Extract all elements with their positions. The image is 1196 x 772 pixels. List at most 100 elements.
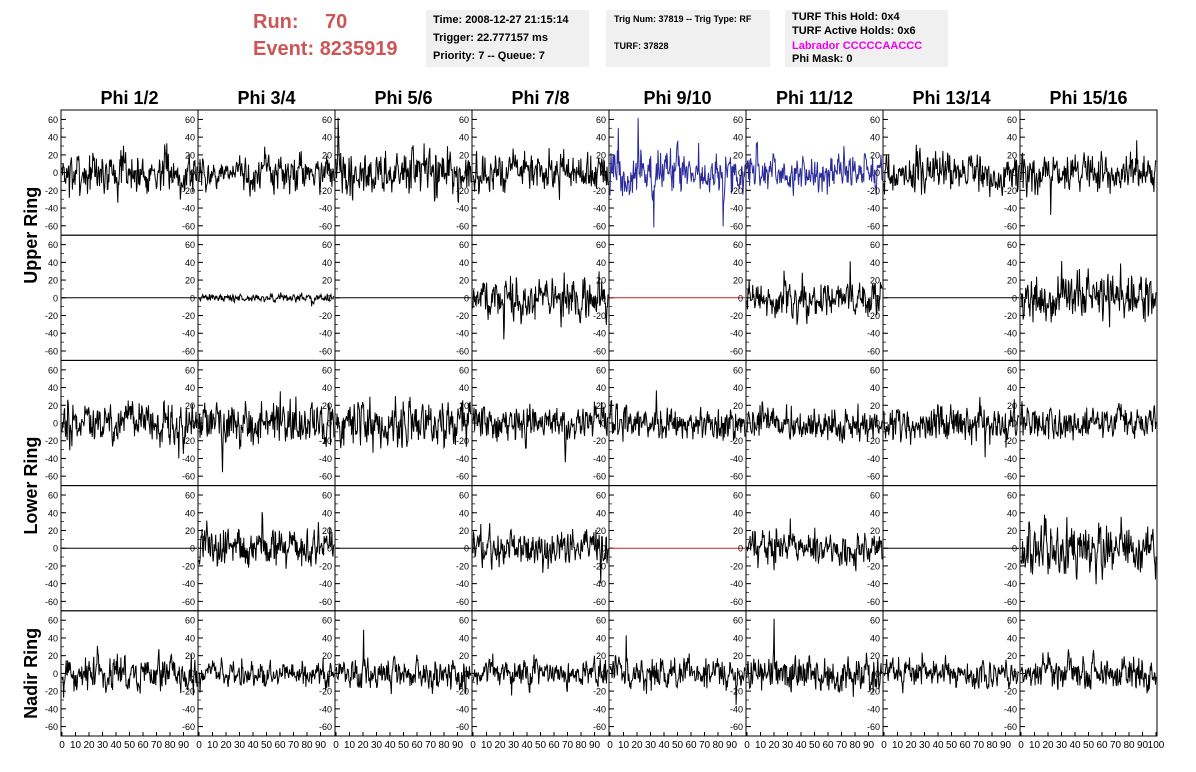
- x-tick-label: 0: [196, 740, 202, 751]
- y-tick-label: -60: [456, 597, 469, 607]
- y-tick-label: -40: [730, 329, 743, 339]
- x-tick-label: 50: [398, 740, 410, 751]
- column-header: Phi 13/14: [912, 88, 990, 108]
- y-tick-label: 60: [596, 491, 606, 501]
- y-tick-label: 40: [459, 258, 469, 268]
- waveform-trace: [1020, 260, 1157, 328]
- y-tick-label: 20: [459, 276, 469, 286]
- y-tick-label: 20: [870, 401, 880, 411]
- y-tick-label: -20: [593, 561, 606, 571]
- x-tick-label: 30: [371, 740, 383, 751]
- column-header: Phi 3/4: [237, 88, 295, 108]
- x-tick-label: 80: [849, 740, 861, 751]
- x-tick-label: 80: [712, 740, 724, 751]
- y-tick-label: 0: [738, 669, 743, 679]
- x-tick-label: 0: [1018, 740, 1024, 751]
- waveform-trace: [1020, 514, 1157, 585]
- y-tick-label: 40: [1007, 633, 1017, 643]
- y-tick-label: -20: [593, 687, 606, 697]
- y-tick-label: 60: [459, 240, 469, 250]
- y-tick-label: 60: [596, 240, 606, 250]
- x-tick-label: 20: [1042, 740, 1054, 751]
- y-tick-label: 40: [322, 383, 332, 393]
- y-tick-label: 40: [48, 258, 58, 268]
- y-tick-label: -20: [182, 687, 195, 697]
- y-tick-label: 40: [1007, 508, 1017, 518]
- x-tick-label: 70: [1110, 740, 1122, 751]
- x-tick-label: 20: [905, 740, 917, 751]
- y-tick-label: 0: [190, 168, 195, 178]
- y-tick-label: 20: [733, 651, 743, 661]
- waveform-trace: [335, 396, 472, 453]
- y-tick-label: 20: [459, 401, 469, 411]
- x-tick-label: 50: [261, 740, 273, 751]
- y-tick-label: 0: [53, 669, 58, 679]
- x-tick-label: 60: [959, 740, 971, 751]
- y-tick-label: -20: [1004, 311, 1017, 321]
- turf-this-hold-text: TURF This Hold: 0x4: [792, 11, 900, 23]
- x-tick-label: 90: [1137, 740, 1149, 751]
- y-tick-label: 20: [322, 276, 332, 286]
- y-tick-label: 60: [733, 616, 743, 626]
- y-tick-label: 0: [601, 419, 606, 429]
- x-tick-label: 30: [919, 740, 931, 751]
- y-tick-label: 20: [733, 526, 743, 536]
- x-tick-label: 90: [452, 740, 464, 751]
- y-tick-label: 20: [596, 150, 606, 160]
- y-tick-label: -20: [867, 311, 880, 321]
- x-tick-label: 40: [110, 740, 122, 751]
- column-header: Phi 7/8: [511, 88, 569, 108]
- y-tick-label: 60: [1007, 365, 1017, 375]
- phi-mask-text: Phi Mask: 0: [792, 53, 853, 65]
- y-tick-label: -40: [593, 454, 606, 464]
- y-tick-label: 0: [464, 669, 469, 679]
- y-tick-label: -40: [1004, 204, 1017, 214]
- y-tick-label: 60: [48, 616, 58, 626]
- y-tick-label: -40: [867, 204, 880, 214]
- y-tick-label: -20: [319, 186, 332, 196]
- y-tick-label: -60: [867, 221, 880, 231]
- x-tick-label: 60: [685, 740, 697, 751]
- y-tick-label: 60: [870, 240, 880, 250]
- x-tick-label: 90: [1000, 740, 1012, 751]
- y-tick-label: 40: [1007, 383, 1017, 393]
- x-tick-label: 80: [438, 740, 450, 751]
- y-tick-label: -20: [867, 186, 880, 196]
- y-tick-label: -60: [319, 472, 332, 482]
- panel-frame: [197, 109, 336, 236]
- event-label-text: Event:: [253, 38, 315, 60]
- y-tick-label: -20: [1004, 436, 1017, 446]
- y-tick-label: -60: [182, 597, 195, 607]
- waveform-trace: [198, 146, 335, 197]
- y-tick-label: 60: [459, 491, 469, 501]
- y-tick-label: 60: [1007, 115, 1017, 125]
- x-tick-label: 10: [207, 740, 219, 751]
- waveform-trace: [609, 635, 746, 705]
- run-number: 70: [325, 11, 348, 33]
- y-tick-label: 60: [870, 491, 880, 501]
- y-tick-label: -20: [456, 687, 469, 697]
- x-tick-label: 60: [822, 740, 834, 751]
- x-tick-label: 90: [863, 740, 875, 751]
- x-tick-label: 10: [755, 740, 767, 751]
- waveform-trace: [883, 144, 1020, 198]
- y-tick-label: -40: [45, 579, 58, 589]
- y-tick-label: 60: [48, 365, 58, 375]
- x-tick-label: 30: [97, 740, 109, 751]
- y-tick-label: 0: [464, 293, 469, 303]
- y-tick-label: -40: [593, 704, 606, 714]
- x-tick-label: 50: [946, 740, 958, 751]
- y-tick-label: -20: [456, 311, 469, 321]
- y-tick-label: 60: [459, 365, 469, 375]
- x-tick-label: 20: [631, 740, 643, 751]
- y-tick-label: 20: [185, 651, 195, 661]
- y-tick-label: -60: [45, 597, 58, 607]
- y-tick-label: -40: [456, 204, 469, 214]
- x-tick-label: 10: [892, 740, 904, 751]
- y-tick-label: -20: [456, 436, 469, 446]
- y-tick-label: -60: [456, 346, 469, 356]
- y-tick-label: 0: [1012, 293, 1017, 303]
- x-tick-label: 50: [124, 740, 136, 751]
- y-tick-label: -60: [593, 597, 606, 607]
- y-tick-label: -20: [45, 561, 58, 571]
